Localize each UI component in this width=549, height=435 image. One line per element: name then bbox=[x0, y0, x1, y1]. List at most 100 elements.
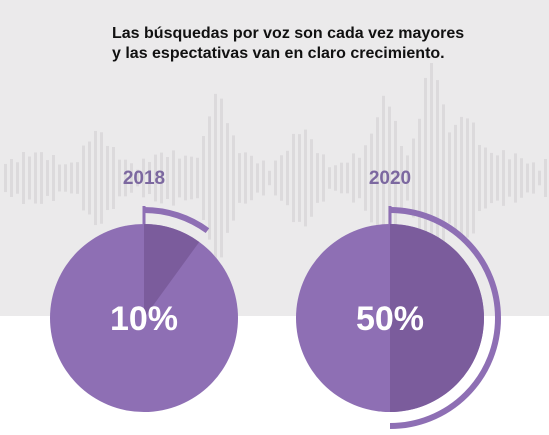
wave-bar bbox=[268, 170, 271, 186]
wave-bar bbox=[154, 154, 157, 202]
wave-bar bbox=[544, 158, 547, 198]
wave-bar bbox=[490, 152, 493, 204]
wave-bar bbox=[514, 153, 517, 203]
wave-bar bbox=[442, 104, 445, 252]
wave-bar bbox=[352, 153, 355, 203]
slice-ring bbox=[143, 207, 210, 234]
wave-bar bbox=[502, 150, 505, 206]
wave-bar bbox=[256, 163, 259, 193]
wave-bar bbox=[454, 124, 457, 232]
year-label: 2020 bbox=[369, 168, 411, 189]
pie-slice bbox=[390, 224, 484, 412]
wave-bar bbox=[250, 155, 253, 201]
wave-bar bbox=[22, 152, 25, 204]
wave-bar bbox=[496, 155, 499, 201]
wave-bar bbox=[166, 157, 169, 199]
wave-bar bbox=[322, 154, 325, 202]
wave-bar bbox=[478, 144, 481, 212]
wave-bar bbox=[418, 118, 421, 238]
wave-bar bbox=[262, 160, 265, 196]
wave-bar bbox=[10, 159, 13, 197]
wave-bar bbox=[238, 153, 241, 203]
wave-bar bbox=[358, 157, 361, 199]
wave-bar bbox=[304, 129, 307, 227]
wave-bar bbox=[310, 139, 313, 217]
wave-bar bbox=[538, 170, 541, 186]
wave-bar bbox=[472, 122, 475, 234]
wave-bar bbox=[364, 145, 367, 211]
wave-bar bbox=[40, 152, 43, 204]
year-label: 2018 bbox=[123, 168, 165, 189]
wave-bar bbox=[448, 132, 451, 224]
wave-bar bbox=[346, 162, 349, 194]
wave-bar bbox=[286, 150, 289, 206]
wave-bar bbox=[130, 163, 133, 193]
wave-bar bbox=[214, 93, 217, 263]
wave-bar bbox=[430, 62, 433, 294]
wave-bar bbox=[298, 134, 301, 222]
pie-charts: 2018 10% 2020 50% bbox=[50, 168, 501, 429]
wave-bar bbox=[46, 160, 49, 196]
wave-bar bbox=[118, 159, 121, 197]
wave-bar bbox=[382, 95, 385, 261]
headline-line-2: y las espectativas van en claro crecimie… bbox=[112, 45, 445, 62]
pie-chart-2020: 2020 50% bbox=[296, 168, 501, 429]
wave-bar bbox=[52, 155, 55, 201]
wave-bar bbox=[4, 163, 7, 193]
wave-bar bbox=[526, 163, 529, 193]
wave-bar bbox=[274, 160, 277, 196]
pie-chart-2018: 2018 10% bbox=[50, 168, 238, 412]
slice-ring bbox=[389, 207, 501, 429]
wave-bar bbox=[220, 98, 223, 258]
wave-bar bbox=[394, 120, 397, 236]
headline: Las búsquedas por voz son cada vez mayor… bbox=[112, 24, 532, 64]
wave-bar bbox=[148, 161, 151, 195]
wave-bar bbox=[316, 153, 319, 203]
wave-bar bbox=[370, 133, 373, 223]
wave-bar bbox=[340, 162, 343, 194]
wave-bar bbox=[388, 106, 391, 250]
wave-bar bbox=[160, 152, 163, 204]
wave-bar bbox=[28, 156, 31, 200]
wave-bar bbox=[520, 158, 523, 198]
wave-bar bbox=[94, 130, 97, 226]
wave-bar bbox=[16, 162, 19, 194]
wave-bar bbox=[232, 135, 235, 221]
wave-bar bbox=[184, 155, 187, 201]
wave-bar bbox=[100, 132, 103, 224]
wave-bar bbox=[64, 164, 67, 192]
wave-bar bbox=[124, 159, 127, 197]
wave-bar bbox=[34, 152, 37, 204]
wave-bar bbox=[202, 136, 205, 220]
wave-bar bbox=[136, 169, 139, 187]
wave-bar bbox=[70, 162, 73, 194]
wave-bar bbox=[208, 116, 211, 240]
wave-bar bbox=[376, 117, 379, 239]
wave-bar bbox=[112, 147, 115, 209]
wave-bar bbox=[76, 162, 79, 194]
wave-bar bbox=[178, 158, 181, 198]
wave-bar bbox=[484, 147, 487, 209]
wave-bar bbox=[88, 141, 91, 215]
percent-label: 10% bbox=[110, 300, 178, 338]
wave-bar bbox=[292, 133, 295, 223]
wave-bar bbox=[400, 146, 403, 210]
wave-bar bbox=[406, 155, 409, 201]
wave-bar bbox=[424, 77, 427, 279]
wave-bar bbox=[226, 123, 229, 233]
wave-bar bbox=[190, 156, 193, 200]
pie-slice bbox=[144, 224, 200, 318]
wave-bar bbox=[532, 162, 535, 194]
wave-bar bbox=[460, 116, 463, 240]
sound-wave-decoration bbox=[4, 62, 547, 294]
wave-bar bbox=[58, 164, 61, 192]
wave-bar bbox=[196, 157, 199, 199]
headline-line-1: Las búsquedas por voz son cada vez mayor… bbox=[112, 25, 465, 42]
wave-bar bbox=[436, 80, 439, 276]
wave-bar bbox=[508, 159, 511, 197]
wave-bar bbox=[244, 152, 247, 204]
wave-bar bbox=[334, 165, 337, 191]
wave-bar bbox=[142, 158, 145, 198]
wave-bar bbox=[412, 138, 415, 218]
